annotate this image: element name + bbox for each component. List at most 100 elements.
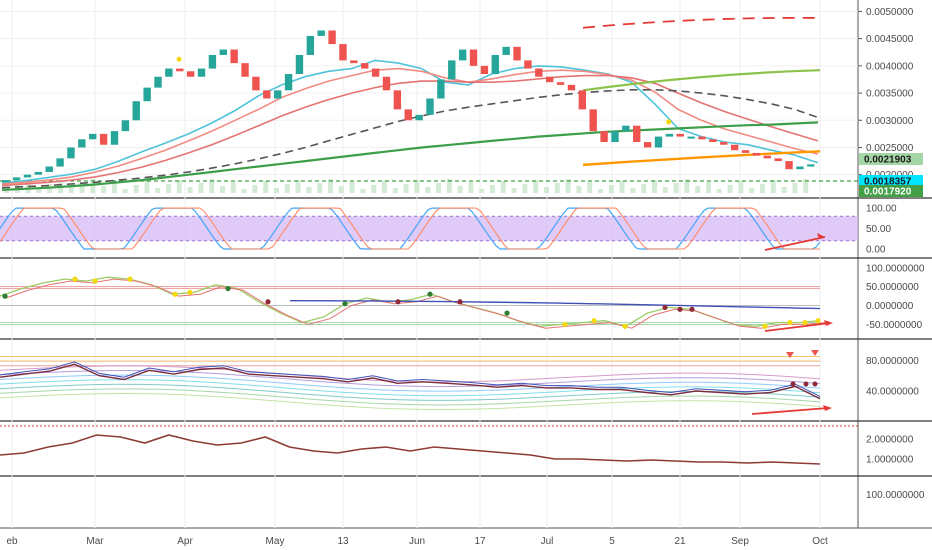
volume-bar bbox=[360, 189, 365, 193]
volume-bar bbox=[468, 182, 473, 193]
volume-bar bbox=[728, 185, 733, 193]
volume-bar bbox=[587, 182, 592, 193]
volume-bar bbox=[306, 187, 311, 193]
oscillator-signal-dot bbox=[762, 324, 767, 329]
time-axis-label: Jun bbox=[409, 536, 425, 547]
candle bbox=[785, 161, 792, 169]
candle bbox=[633, 126, 640, 142]
oscillator-signal-dot bbox=[562, 322, 567, 327]
volume-bar bbox=[220, 186, 225, 193]
volume-bar bbox=[609, 185, 614, 193]
volume-bar bbox=[544, 187, 549, 193]
volume-bar bbox=[576, 186, 581, 193]
volume-bar bbox=[749, 188, 754, 193]
time-axis-label: Jul bbox=[541, 536, 554, 547]
volume-bar bbox=[771, 180, 776, 193]
candle bbox=[230, 50, 237, 64]
candle bbox=[557, 82, 564, 85]
time-axis-label: Oct bbox=[812, 536, 828, 547]
price-tick-label: 0.0045000 bbox=[866, 34, 914, 45]
stochastic-tick-label: 50.00 bbox=[866, 224, 891, 235]
oscillator-signal-dot bbox=[689, 307, 694, 312]
volume-bar bbox=[177, 180, 182, 193]
time-axis-label: 5 bbox=[609, 536, 615, 547]
candle bbox=[339, 44, 346, 60]
candle bbox=[546, 77, 553, 82]
oscillator-signal-dot bbox=[504, 311, 509, 316]
candle bbox=[372, 69, 379, 77]
volume-bar bbox=[263, 181, 268, 193]
price-tick-label: 0.0040000 bbox=[866, 61, 914, 72]
candle bbox=[796, 167, 803, 170]
candle bbox=[56, 158, 63, 166]
price-badge-label: 0.0017920 bbox=[864, 187, 912, 198]
candle bbox=[241, 63, 248, 77]
candle bbox=[318, 30, 325, 35]
price-badge: 0.0021903 bbox=[859, 153, 923, 166]
volume-bar bbox=[652, 180, 657, 193]
oscillator-tick-label: -50.0000000 bbox=[866, 320, 923, 331]
time-axis-label: 21 bbox=[674, 536, 686, 547]
candle bbox=[285, 74, 292, 90]
candle bbox=[698, 137, 705, 140]
volume-bar bbox=[663, 187, 668, 193]
oscillator-signal-dot bbox=[427, 292, 432, 297]
candle bbox=[405, 109, 412, 120]
candle bbox=[600, 131, 607, 142]
volume-bar bbox=[69, 187, 74, 193]
candle bbox=[807, 164, 814, 166]
volume-bar bbox=[792, 183, 797, 193]
volume-bar bbox=[198, 183, 203, 193]
candle bbox=[2, 180, 9, 182]
price-badge-label: 0.0021903 bbox=[864, 155, 912, 166]
candle bbox=[296, 55, 303, 74]
price-tick-label: 0.0035000 bbox=[866, 89, 914, 100]
candle bbox=[394, 90, 401, 109]
oscillator-signal-dot bbox=[457, 299, 462, 304]
candle bbox=[154, 77, 161, 88]
candle bbox=[437, 79, 444, 98]
ratio-tick-label: 1.0000000 bbox=[866, 455, 914, 466]
candle bbox=[492, 55, 499, 74]
volume-bar bbox=[252, 185, 257, 193]
time-axis-label: Apr bbox=[177, 536, 193, 547]
volume-bar bbox=[285, 184, 290, 193]
oscillator-tick-label: 100.0000000 bbox=[866, 263, 925, 274]
candle bbox=[590, 109, 597, 131]
volume-bar bbox=[738, 181, 743, 193]
candle bbox=[502, 47, 509, 55]
ribbon-tick-label: 40.0000000 bbox=[866, 387, 919, 398]
oscillator-tick-label: 50.0000000 bbox=[866, 282, 919, 293]
candle bbox=[46, 167, 53, 172]
candle bbox=[655, 137, 662, 148]
volume-bar bbox=[512, 188, 517, 193]
time-axis-label: 13 bbox=[337, 536, 349, 547]
candle bbox=[111, 131, 118, 145]
volume-bar bbox=[695, 186, 700, 193]
ribbon-tick-label: 80.0000000 bbox=[866, 356, 919, 367]
oscillator-signal-dot bbox=[787, 320, 792, 325]
time-axis-label: eb bbox=[6, 536, 18, 547]
volume-bar bbox=[339, 186, 344, 193]
candle bbox=[622, 126, 629, 131]
time-axis-label: Sep bbox=[731, 536, 749, 547]
oscillator-signal-dot bbox=[127, 277, 132, 282]
candle bbox=[24, 175, 31, 178]
candle bbox=[89, 134, 96, 139]
price-badge: 0.0017920 bbox=[859, 185, 923, 198]
volume-bar bbox=[641, 184, 646, 193]
volume-bar bbox=[706, 182, 711, 193]
volume-bar bbox=[436, 183, 441, 193]
signal-dot bbox=[666, 119, 671, 124]
volume-bar bbox=[674, 183, 679, 193]
oscillator-signal-dot bbox=[662, 305, 667, 310]
candle bbox=[383, 77, 390, 91]
candle bbox=[742, 150, 749, 153]
candle bbox=[220, 50, 227, 55]
oscillator-signal-dot bbox=[622, 324, 627, 329]
candle bbox=[252, 77, 259, 91]
candle bbox=[764, 156, 771, 159]
candle bbox=[611, 131, 618, 142]
price-tick-label: 0.0025000 bbox=[866, 143, 914, 154]
volume-bar bbox=[425, 187, 430, 193]
